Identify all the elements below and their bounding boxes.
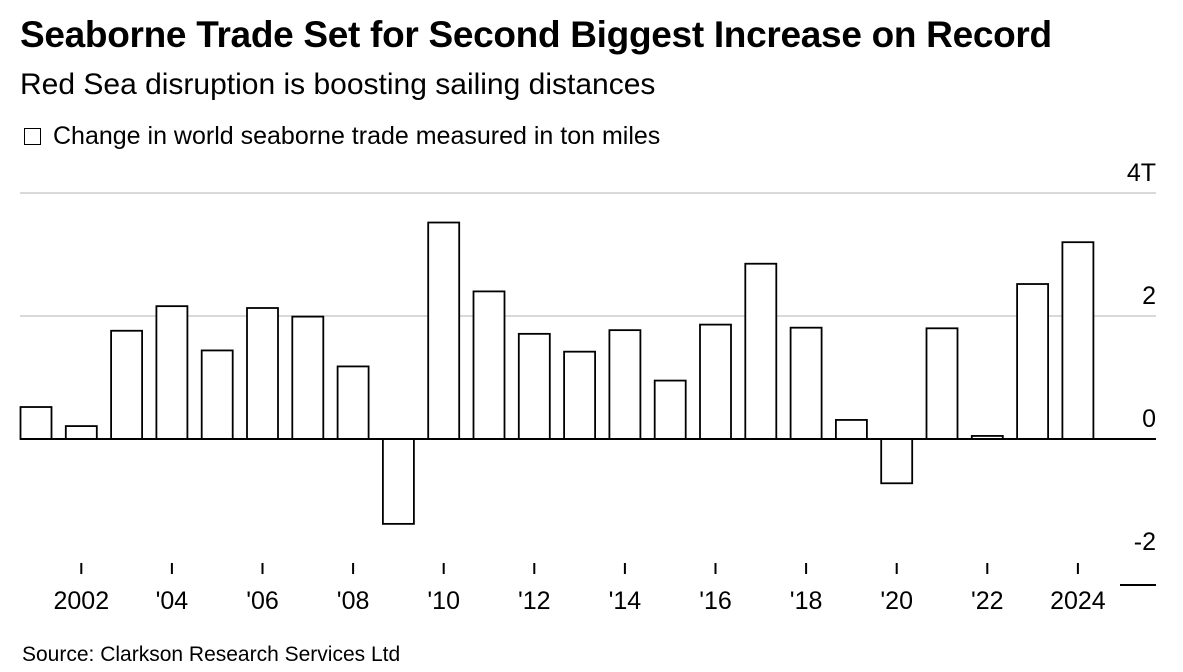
bar-2011 [472,290,506,440]
bar-2004 [155,305,189,440]
chart-subtitle: Red Sea disruption is boosting sailing d… [20,68,656,101]
bar-2024 [1061,241,1095,440]
x-tick-label: '06 [246,587,279,615]
x-tick-label: 2002 [53,587,109,615]
bar-2021 [925,327,959,440]
x-tick-label: '08 [337,587,370,615]
x-tick-label: '16 [699,587,732,615]
chart-title: Seaborne Trade Set for Second Biggest In… [20,14,1052,55]
bar-2001 [19,406,53,440]
y-tick-label: 4T [1127,159,1156,187]
x-tick-label: '18 [790,587,823,615]
x-tick-label: '12 [518,587,551,615]
bar-2020 [880,438,914,485]
x-tick-label: '14 [609,587,642,615]
x-tick-label: '10 [427,587,460,615]
bar-2019 [835,419,868,440]
source-note: Source: Clarkson Research Services Ltd [22,643,401,666]
x-tick-label: '04 [156,587,189,615]
legend-swatch [24,128,41,145]
x-tick-label: '22 [971,587,1004,615]
bar-2005 [200,349,234,440]
bar-2008 [336,365,370,440]
bar-2006 [246,307,279,440]
bar-2002 [64,425,98,440]
bar-2016 [699,323,732,440]
y-tick-label: -2 [1134,528,1156,556]
bar-2009 [381,438,415,525]
bar-2015 [653,379,687,440]
bar-2018 [789,326,823,440]
x-tick-label: '20 [880,587,913,615]
y-tick-label: 2 [1142,282,1156,310]
bar-2017 [744,262,778,440]
y-tick-label: 0 [1142,405,1156,433]
bar-2023 [1016,283,1049,440]
bar-2014 [608,329,642,440]
x-tick-label: 2024 [1050,587,1106,615]
bar-2012 [517,332,551,440]
bar-2007 [291,315,325,440]
bar-2003 [110,329,143,440]
bar-2010 [427,221,461,440]
legend-label: Change in world seaborne trade measured … [53,122,661,150]
bar-2013 [563,350,596,440]
legend: Change in world seaborne trade measured … [24,122,660,151]
